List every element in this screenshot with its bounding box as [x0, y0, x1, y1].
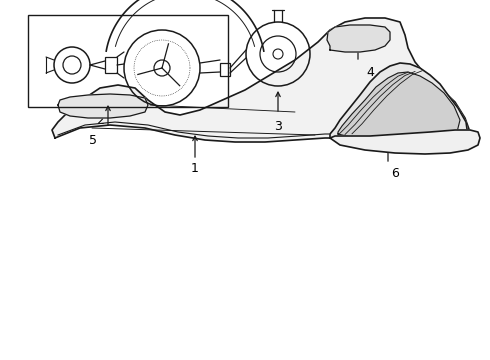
- Polygon shape: [52, 18, 470, 152]
- Text: 2: 2: [96, 113, 104, 126]
- Text: 1: 1: [191, 162, 199, 175]
- Bar: [105, 57, 117, 73]
- Polygon shape: [327, 25, 390, 52]
- Polygon shape: [338, 72, 460, 142]
- Polygon shape: [330, 63, 468, 148]
- Text: 5: 5: [89, 134, 97, 147]
- Polygon shape: [58, 94, 148, 118]
- Bar: [220, 63, 230, 76]
- Text: 6: 6: [391, 166, 399, 180]
- Bar: [28, 15, 228, 107]
- Text: 4: 4: [366, 66, 374, 78]
- Polygon shape: [330, 130, 480, 154]
- Text: 3: 3: [274, 120, 282, 132]
